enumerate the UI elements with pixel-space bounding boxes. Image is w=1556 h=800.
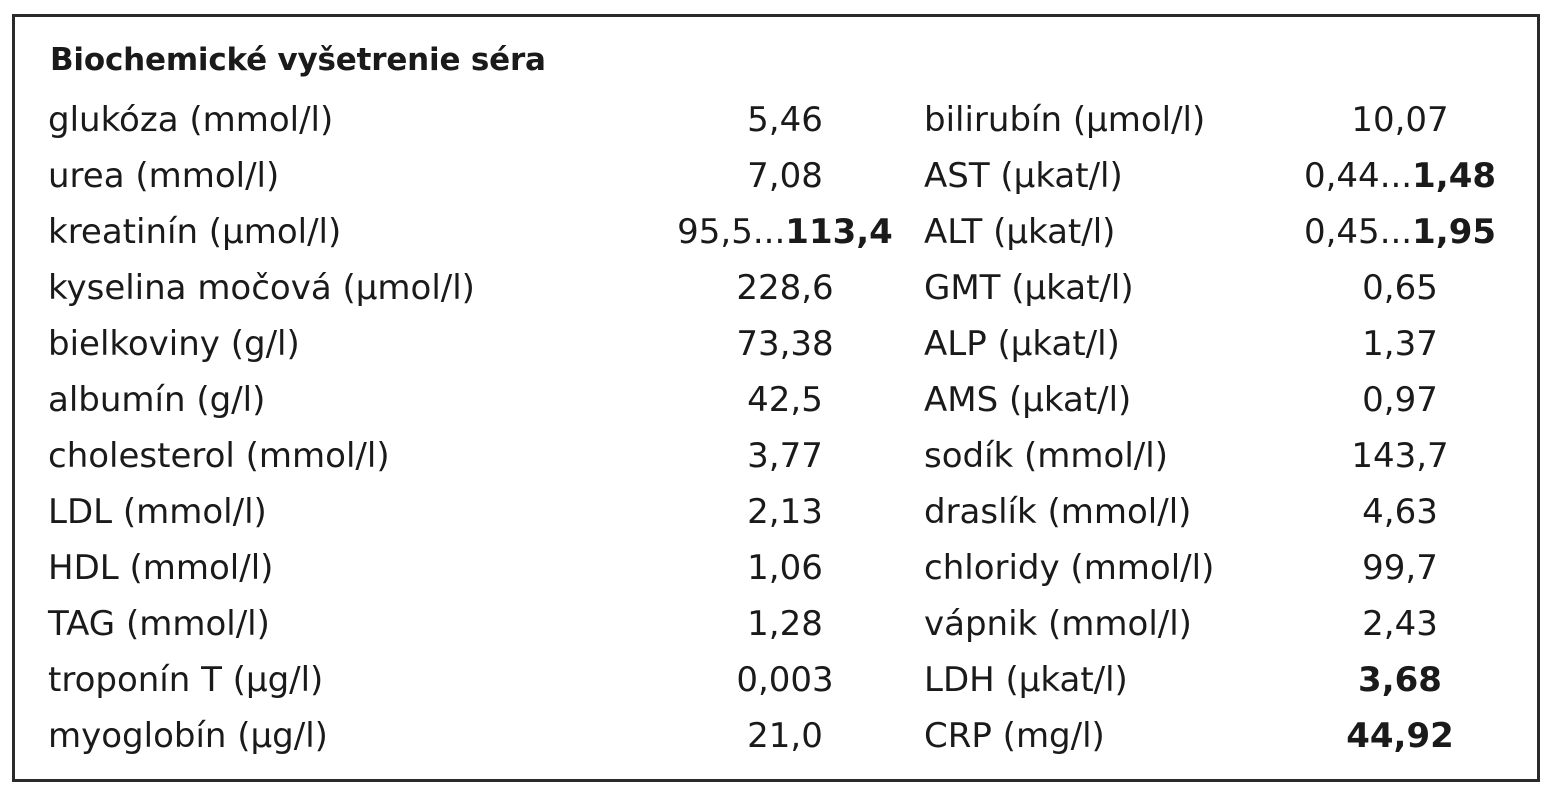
- table-row: HDL (mmol/l) 1,06 chloridy (mmol/l) 99,7: [0, 540, 1556, 596]
- left-value: 95,5...113,4: [670, 204, 900, 260]
- right-value: 0,97: [1362, 380, 1438, 420]
- table-row: kreatinín (μmol/l) 95,5...113,4 ALT (μka…: [0, 204, 1556, 260]
- right-value-range-start: 0,44...: [1303, 156, 1413, 196]
- left-value: 73,38: [736, 324, 834, 364]
- right-label: AMS (μkat/l): [924, 380, 1132, 420]
- right-label: ALT (μkat/l): [924, 212, 1116, 252]
- right-value-range-start: 0,45...: [1303, 212, 1413, 252]
- table-row: bielkoviny (g/l) 73,38 ALP (μkat/l) 1,37: [0, 316, 1556, 372]
- left-label: bielkoviny (g/l): [48, 324, 300, 364]
- left-label: glukóza (mmol/l): [48, 100, 334, 140]
- right-label: ALP (μkat/l): [924, 324, 1120, 364]
- left-value-range-start: 95,5...: [677, 212, 786, 252]
- right-value: 10,07: [1351, 100, 1449, 140]
- left-label: TAG (mmol/l): [48, 604, 270, 644]
- right-value: 0,44...1,48: [1290, 148, 1510, 204]
- left-label: albumín (g/l): [48, 380, 266, 420]
- left-value: 21,0: [747, 716, 823, 756]
- table-row: TAG (mmol/l) 1,28 vápnik (mmol/l) 2,43: [0, 596, 1556, 652]
- table-row: cholesterol (mmol/l) 3,77 sodík (mmol/l)…: [0, 428, 1556, 484]
- right-label: GMT (μkat/l): [924, 268, 1134, 308]
- right-value-highlighted: 3,68: [1358, 660, 1442, 700]
- left-value: 1,28: [747, 604, 823, 644]
- right-label: LDH (μkat/l): [924, 660, 1128, 700]
- left-value: 1,06: [747, 548, 823, 588]
- left-label: kreatinín (μmol/l): [48, 212, 342, 252]
- right-label: AST (μkat/l): [924, 156, 1123, 196]
- right-value: 4,63: [1362, 492, 1438, 532]
- left-value: 0,003: [736, 660, 834, 700]
- table-row: glukóza (mmol/l) 5,46 bilirubín (μmol/l)…: [0, 92, 1556, 148]
- left-value: 5,46: [747, 100, 823, 140]
- left-label: urea (mmol/l): [48, 156, 280, 196]
- right-value: 0,65: [1362, 268, 1438, 308]
- left-value: 228,6: [736, 268, 834, 308]
- right-label: chloridy (mmol/l): [924, 548, 1215, 588]
- table-title: Biochemické vyšetrenie séra: [50, 42, 546, 78]
- left-value: 42,5: [747, 380, 823, 420]
- left-label: HDL (mmol/l): [48, 548, 274, 588]
- left-label: kyselina močová (μmol/l): [48, 268, 475, 308]
- right-label: bilirubín (μmol/l): [924, 100, 1206, 140]
- left-label: myoglobín (μg/l): [48, 716, 328, 756]
- table-row: urea (mmol/l) 7,08 AST (μkat/l) 0,44...1…: [0, 148, 1556, 204]
- right-label: draslík (mmol/l): [924, 492, 1192, 532]
- right-value: 143,7: [1351, 436, 1449, 476]
- right-label: sodík (mmol/l): [924, 436, 1168, 476]
- table-frame: [12, 14, 1540, 782]
- table-row: LDL (mmol/l) 2,13 draslík (mmol/l) 4,63: [0, 484, 1556, 540]
- table-row: myoglobín (μg/l) 21,0 CRP (mg/l) 44,92: [0, 708, 1556, 764]
- left-value: 7,08: [747, 156, 823, 196]
- table-row: kyselina močová (μmol/l) 228,6 GMT (μkat…: [0, 260, 1556, 316]
- right-value-highlighted: 1,48: [1412, 156, 1497, 196]
- left-label: troponín T (μg/l): [48, 660, 324, 700]
- left-label: cholesterol (mmol/l): [48, 436, 390, 476]
- right-label: vápnik (mmol/l): [924, 604, 1192, 644]
- left-value-highlighted: 113,4: [785, 212, 893, 252]
- right-value: 99,7: [1362, 548, 1438, 588]
- right-value: 2,43: [1362, 604, 1438, 644]
- left-value: 2,13: [747, 492, 823, 532]
- left-label: LDL (mmol/l): [48, 492, 267, 532]
- table-row: albumín (g/l) 42,5 AMS (μkat/l) 0,97: [0, 372, 1556, 428]
- table-row: troponín T (μg/l) 0,003 LDH (μkat/l) 3,6…: [0, 652, 1556, 708]
- right-value: 1,37: [1362, 324, 1438, 364]
- right-value: 0,45...1,95: [1290, 204, 1510, 260]
- left-value: 3,77: [747, 436, 823, 476]
- right-label: CRP (mg/l): [924, 716, 1105, 756]
- right-value-highlighted: 1,95: [1412, 212, 1497, 252]
- right-value-highlighted: 44,92: [1346, 716, 1454, 756]
